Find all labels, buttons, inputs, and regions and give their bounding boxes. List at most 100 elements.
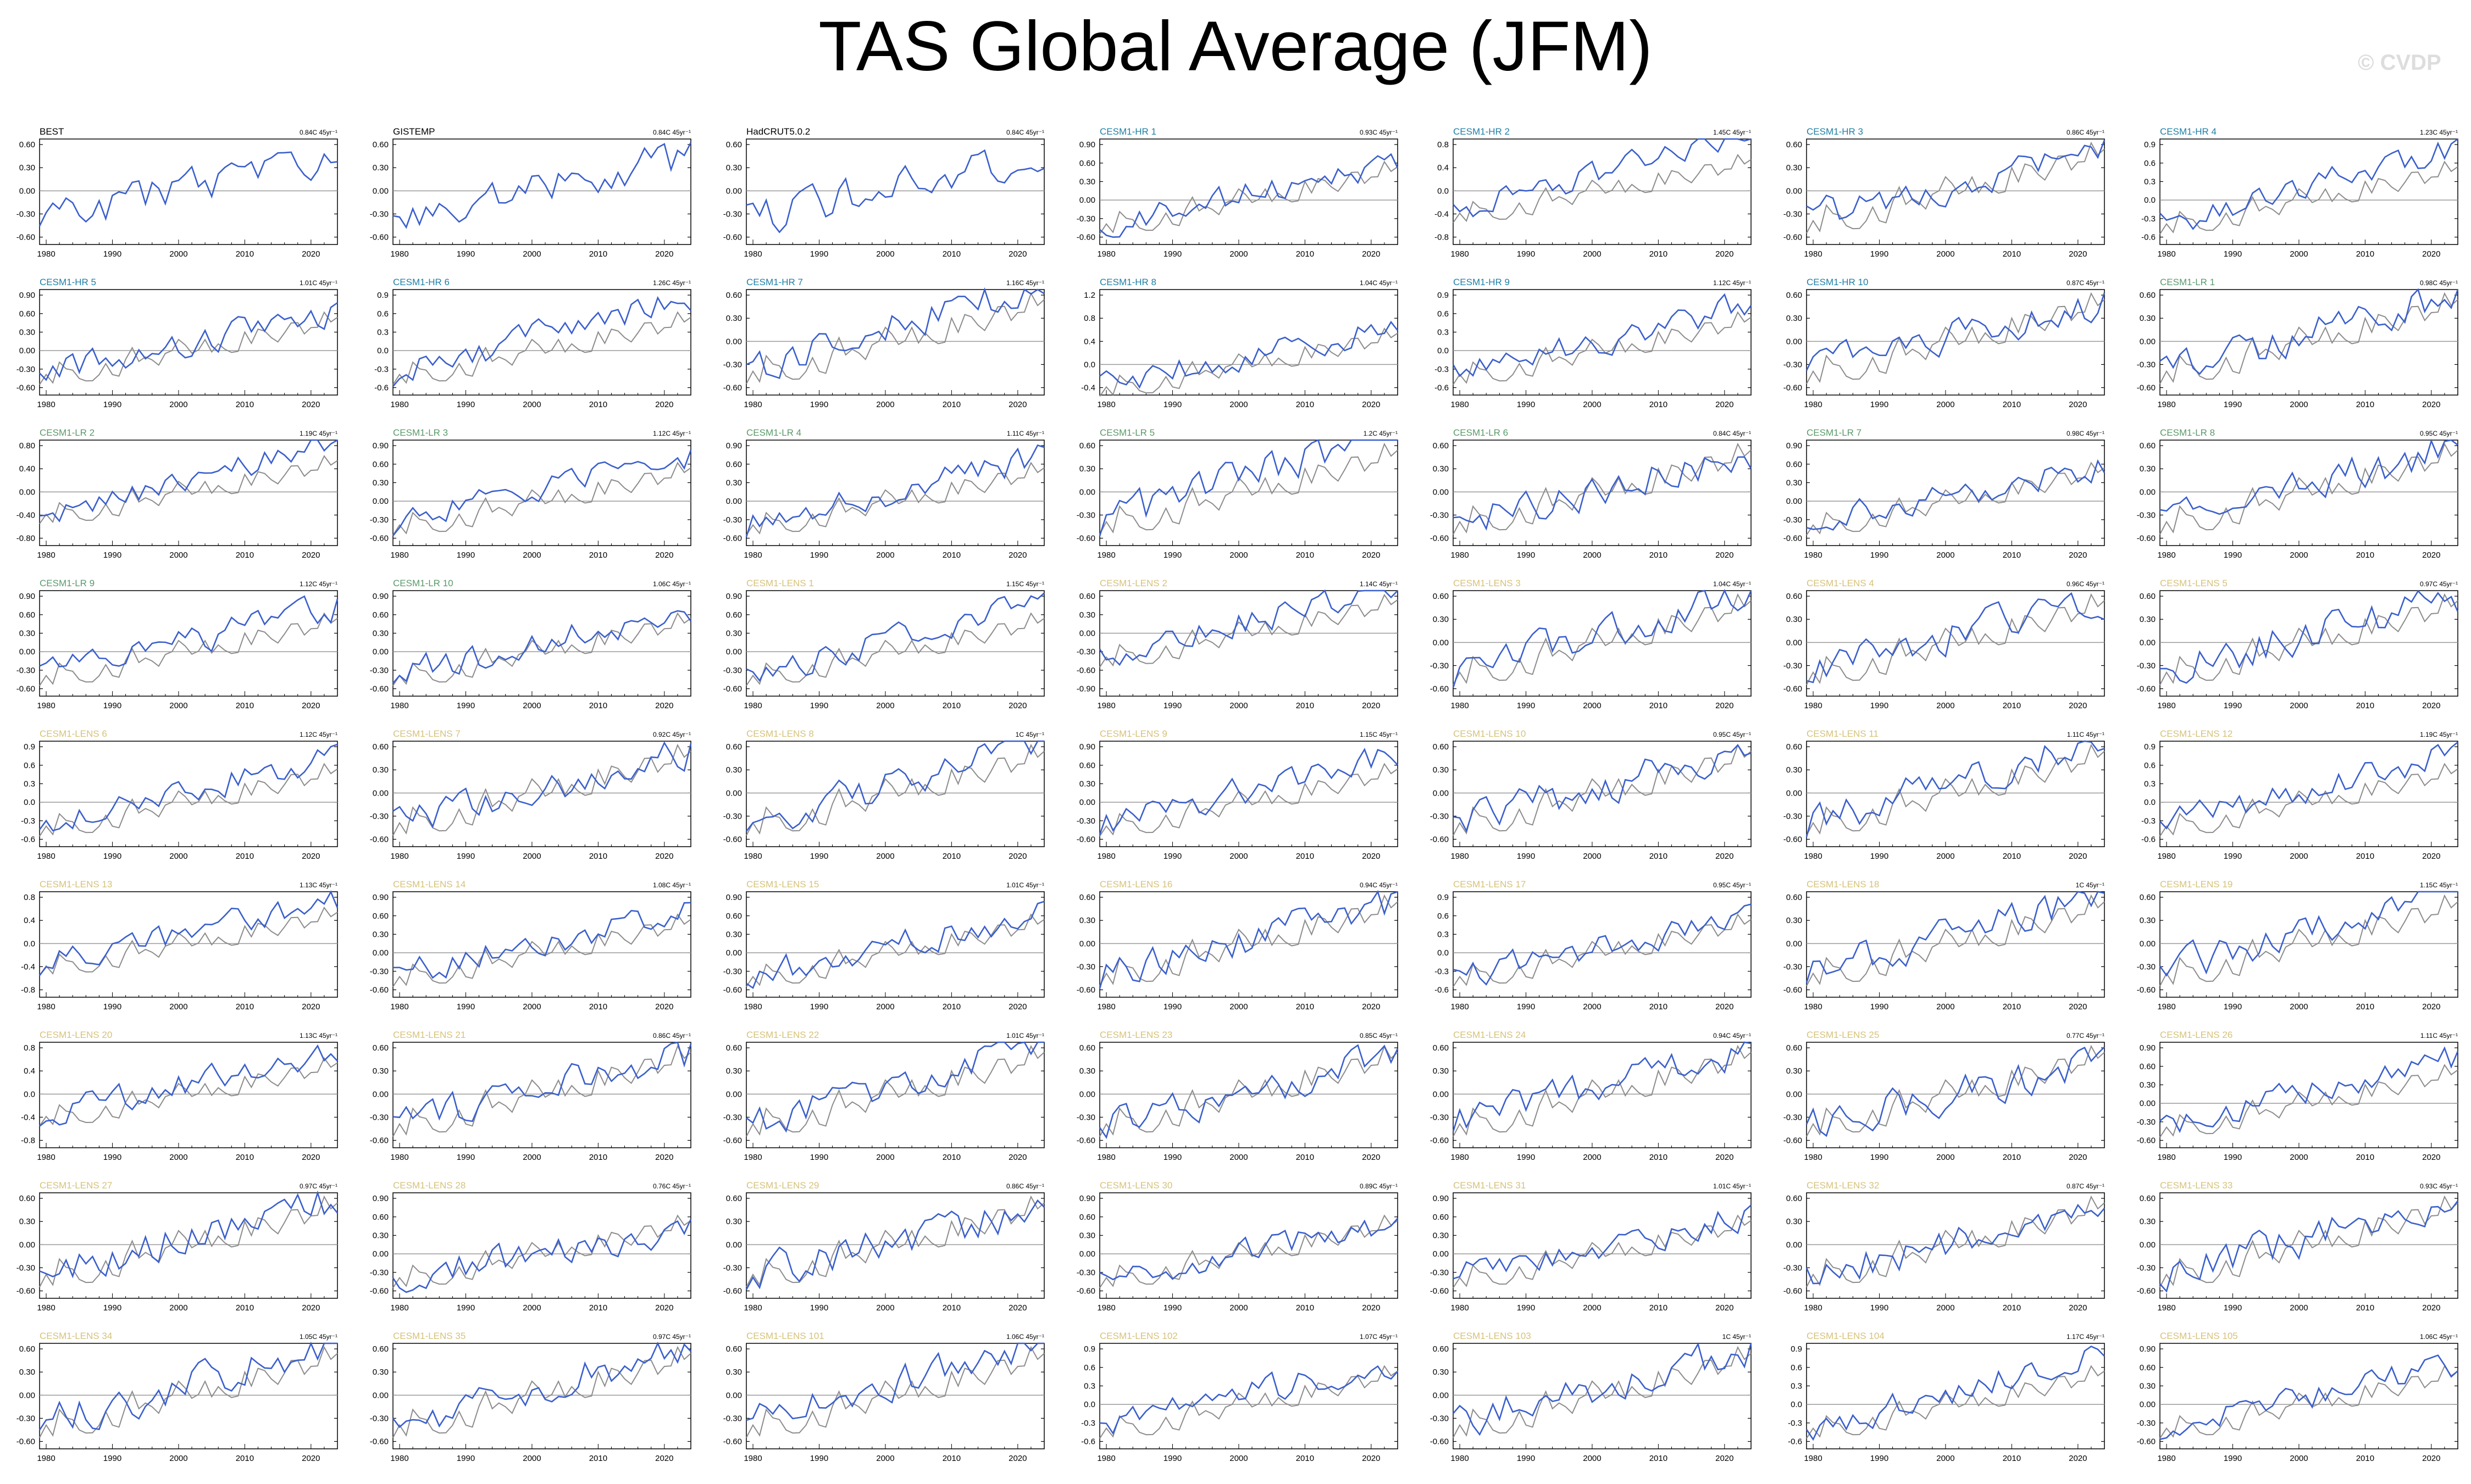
x-tick-label: 1980	[1450, 1002, 1469, 1011]
x-tick-label: 1980	[1450, 551, 1469, 560]
x-tick-label: 1980	[1097, 1454, 1115, 1463]
x-tick-label: 2020	[2069, 1002, 2087, 1011]
x-tick-label: 2000	[876, 1002, 894, 1011]
panel-title: CESM1-LENS 27	[40, 1180, 112, 1191]
dataset-series-line	[1099, 890, 1398, 989]
x-tick-label: 2020	[2422, 852, 2440, 861]
y-tick-label: 0.80	[19, 441, 35, 451]
x-tick-label: 1980	[1097, 1303, 1115, 1313]
y-tick-label: -0.30	[723, 1263, 742, 1272]
x-tick-label: 1990	[1517, 551, 1535, 560]
y-tick-label: -0.6	[1081, 1437, 1095, 1447]
x-tick-label: 2000	[1229, 551, 1248, 560]
trend-label: 0.93C 45yr⁻¹	[2420, 1182, 2458, 1190]
panel-cesm1-lens-25: CESM1-LENS 25 0.77C 45yr⁻¹ 0.60 0.30 0.00 -0.…	[1783, 1030, 2105, 1162]
y-tick-label: 0.60	[1079, 592, 1095, 601]
y-tick-label: -0.3	[1434, 967, 1449, 976]
y-tick-label: -0.60	[1430, 534, 1449, 543]
x-tick-label: 1990	[810, 1153, 828, 1162]
y-tick-label: 0.9	[2144, 742, 2156, 752]
y-tick-label: 0.90	[373, 1194, 389, 1203]
observation-series-line	[1099, 1044, 1398, 1137]
panel-cesm1-lens-19: CESM1-LENS 19 1.15C 45yr⁻¹ 0.60 0.30 0.00 -0.…	[2137, 879, 2458, 1011]
y-tick-label: 0.9	[1084, 1344, 1095, 1354]
plot-frame	[1453, 440, 1752, 546]
y-tick-label: 0.30	[1079, 1066, 1095, 1076]
y-tick-label: 0.00	[1786, 939, 1802, 948]
trend-label: 1.13C 45yr⁻¹	[300, 881, 337, 889]
y-tick-label: 0.00	[1433, 638, 1449, 647]
y-tick-label: 0.3	[377, 327, 389, 337]
y-tick-label: 0.60	[1786, 1194, 1802, 1203]
trend-label: 0.87C 45yr⁻¹	[2066, 1182, 2104, 1190]
y-tick-label: -0.30	[1077, 510, 1095, 520]
y-tick-label: -0.60	[1077, 233, 1095, 242]
y-tick-label: 0.60	[373, 1344, 389, 1354]
dataset-series-line	[746, 1342, 1044, 1421]
y-tick-label: -0.60	[370, 233, 389, 242]
y-tick-label: 0.60	[2140, 441, 2156, 451]
y-tick-label: 0.30	[726, 314, 742, 323]
y-tick-label: 0.3	[1791, 1381, 1802, 1391]
y-tick-label: 0.60	[726, 911, 742, 921]
y-tick-label: -0.8	[21, 986, 35, 995]
y-tick-label: 0.30	[2140, 615, 2156, 624]
x-tick-label: 2020	[2069, 701, 2087, 710]
plot-frame	[746, 1343, 1045, 1449]
y-tick-label: 0.00	[19, 487, 35, 497]
trend-label: 0.84C 45yr⁻¹	[300, 129, 337, 136]
x-tick-label: 2010	[1649, 1153, 1667, 1162]
x-tick-label: 2000	[2290, 249, 2308, 259]
y-tick-label: -0.30	[1077, 647, 1095, 657]
dataset-series-line	[1805, 292, 2106, 371]
trend-label: 1.12C 45yr⁻¹	[300, 580, 337, 588]
x-tick-label: 2000	[169, 1454, 187, 1463]
y-tick-label: -0.60	[1077, 835, 1095, 844]
x-tick-label: 2010	[1296, 400, 1314, 409]
panel-title: CESM1-HR 2	[1453, 126, 1510, 137]
y-tick-label: -0.30	[723, 967, 742, 976]
y-tick-label: 0.30	[2140, 916, 2156, 925]
y-tick-label: -0.30	[16, 1414, 35, 1423]
y-tick-label: -0.40	[16, 510, 35, 520]
y-tick-label: -0.30	[1430, 661, 1449, 670]
y-tick-label: -0.30	[723, 515, 742, 525]
y-tick-label: 0.00	[2140, 638, 2156, 647]
x-tick-label: 2000	[876, 1303, 894, 1313]
trend-label: 1.01C 45yr⁻¹	[1006, 1032, 1044, 1040]
x-tick-label: 1990	[1870, 1454, 1888, 1463]
y-tick-label: 0.60	[1079, 893, 1095, 902]
panel-title: CESM1-LR 7	[1807, 427, 1861, 438]
x-tick-label: 2010	[2003, 400, 2021, 409]
x-tick-label: 2020	[1362, 701, 1380, 710]
y-tick-label: -0.60	[723, 383, 742, 393]
x-tick-label: 1980	[1804, 1454, 1822, 1463]
y-tick-label: -0.60	[1783, 835, 1802, 844]
observation-series-line	[2159, 292, 2458, 385]
y-tick-label: 0.0	[1791, 1400, 1802, 1409]
y-tick-label: 0.30	[1786, 765, 1802, 775]
panel-title: CESM1-HR 3	[1807, 126, 1863, 137]
dataset-series-line	[2159, 1354, 2458, 1440]
x-tick-label: 2020	[1362, 249, 1380, 259]
y-tick-label: 0.00	[19, 647, 35, 657]
y-tick-label: 0.30	[2140, 1381, 2156, 1391]
plot-frame	[1806, 891, 2105, 998]
panel-title: CESM1-LENS 3	[1453, 578, 1521, 588]
x-tick-label: 2010	[1296, 1002, 1314, 1011]
y-tick-label: -0.60	[2137, 1136, 2156, 1146]
x-tick-label: 1980	[1450, 701, 1469, 710]
x-tick-label: 2000	[523, 852, 541, 861]
y-tick-label: -0.3	[374, 365, 389, 374]
dataset-series-line	[1805, 1046, 2105, 1137]
trend-label: 0.95C 45yr⁻¹	[1713, 731, 1751, 738]
x-tick-label: 1980	[2157, 701, 2175, 710]
y-tick-label: 0.00	[726, 497, 742, 506]
x-tick-label: 1990	[1517, 1153, 1535, 1162]
x-tick-label: 1990	[810, 551, 828, 560]
panel-title: CESM1-LENS 34	[40, 1331, 112, 1341]
dataset-series-line	[38, 890, 339, 976]
dataset-series-line	[1099, 589, 1398, 666]
observation-series-line	[746, 292, 1045, 385]
y-tick-label: 0.4	[1084, 337, 1095, 346]
